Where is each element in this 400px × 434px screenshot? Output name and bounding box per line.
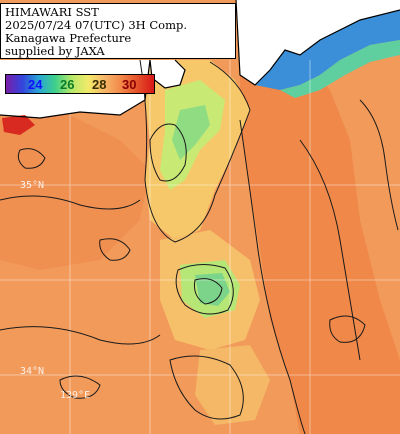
sst-colorbar: 24 26 28 30 (5, 74, 155, 94)
contour-13 (359, 99, 399, 231)
land-kanto (236, 0, 400, 85)
land-peninsula (150, 60, 185, 88)
cold-patch-bay-inner (172, 105, 210, 160)
graticule (0, 60, 400, 434)
contour-4 (139, 59, 251, 243)
cold-coast-water (255, 10, 400, 90)
grid-label-34n: 34°N (20, 366, 45, 377)
contour-5 (239, 119, 306, 434)
contour-12 (17, 148, 46, 169)
contour-2 (175, 264, 234, 315)
contour-8 (59, 375, 101, 399)
grid-label-35n: 35°N (20, 180, 45, 191)
title-box: HIMAWARI SST 2025/07/24 07(UTC) 3H Comp.… (0, 3, 236, 59)
contour-14 (99, 238, 131, 261)
contour-6 (0, 195, 141, 210)
coastline-east (235, 0, 400, 86)
warm-band (240, 50, 400, 434)
isotherm-contours (0, 59, 399, 434)
colorbar-label-30: 30 (122, 77, 137, 92)
contour-3 (194, 278, 223, 305)
title-region: Kanagawa Prefecture (5, 31, 132, 45)
contour-10 (329, 315, 366, 343)
hot-patch-west (2, 115, 35, 135)
contour-9 (299, 139, 361, 361)
title-datetime: 2025/07/24 07(UTC) 3H Comp. (5, 18, 188, 32)
contour-7 (0, 326, 161, 345)
colorbar-label-24: 24 (28, 77, 43, 92)
cold-patch-island-inner (195, 273, 230, 306)
contour-1 (149, 123, 187, 182)
warm-band-west (0, 110, 150, 270)
grid-label-139e: 139°E (60, 390, 91, 401)
colorbar-label-28: 28 (92, 77, 107, 92)
contour-11 (169, 355, 244, 420)
title-product: HIMAWARI SST (5, 5, 99, 19)
cool-zone-south (195, 345, 270, 425)
title-supplier: supplied by JAXA (5, 44, 105, 58)
colorbar-label-26: 26 (60, 77, 75, 92)
